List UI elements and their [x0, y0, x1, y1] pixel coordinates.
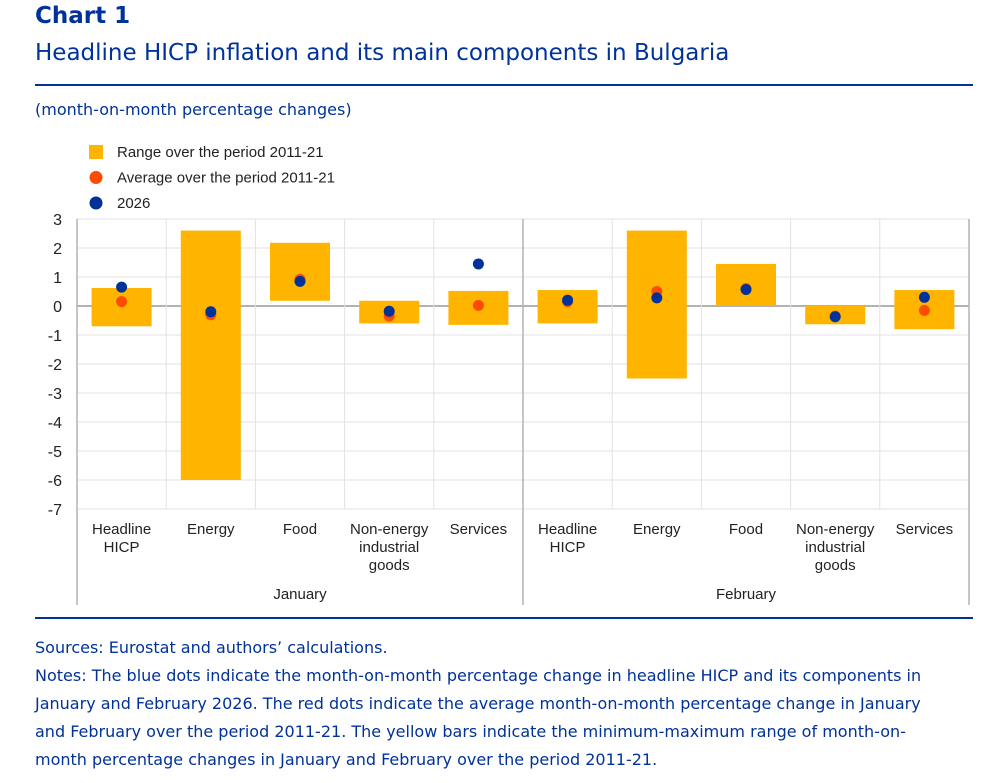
y-tick-label: 3: [53, 212, 62, 229]
legend-current-swatch: [89, 196, 103, 210]
y-axis-ticks: 3 2 1 0 -1 -2 -3 -4 -5 -6 -7: [48, 212, 62, 519]
range-bar: [91, 288, 152, 327]
x-category-label: HICP: [104, 539, 140, 556]
title-divider: [35, 84, 973, 86]
chart-number: Chart 1: [35, 3, 131, 29]
legend-range-label: Range over the period 2011-21: [117, 144, 324, 161]
x-category-label: Energy: [633, 521, 681, 538]
dots: [116, 258, 930, 323]
y-tick-label: -6: [48, 473, 62, 490]
average-dot: [472, 299, 484, 311]
current-2026-dot: [383, 305, 395, 317]
y-tick-label: 0: [53, 299, 62, 316]
current-2026-dot: [829, 311, 841, 323]
x-category-label: Food: [729, 521, 763, 538]
current-2026-dot: [562, 294, 574, 306]
chart-subtitle: (month-on-month percentage changes): [35, 100, 352, 119]
x-category-label: Non-energy: [350, 521, 429, 538]
current-2026-dot: [205, 306, 217, 318]
range-bar: [270, 242, 330, 301]
range-bars: [91, 230, 955, 480]
average-dot: [116, 296, 128, 308]
x-category-label: Services: [896, 521, 954, 538]
y-tick-label: -7: [48, 502, 62, 519]
y-tick-label: -3: [48, 386, 62, 403]
y-tick-label: -1: [48, 328, 62, 345]
x-category-label: Services: [450, 521, 508, 538]
footer-divider: [35, 617, 973, 619]
chart-footer: Sources: Eurostat and authors’ calculati…: [35, 634, 955, 774]
x-category-label: Headline: [538, 521, 597, 538]
x-category-label: industrial: [805, 539, 865, 556]
x-group-label: January: [273, 586, 327, 603]
average-dot: [918, 304, 930, 316]
current-2026-dot: [294, 275, 306, 287]
current-2026-dot: [472, 258, 484, 270]
range-bar: [180, 230, 241, 480]
y-tick-label: -5: [48, 444, 62, 461]
x-category-label: goods: [369, 557, 410, 574]
legend-average-swatch: [89, 171, 103, 184]
current-2026-dot: [740, 283, 752, 295]
x-category-label: HICP: [550, 539, 586, 556]
legend-average-label: Average over the period 2011-21: [117, 170, 335, 187]
notes-text: Notes: The blue dots indicate the month-…: [35, 666, 922, 769]
x-category-label: Energy: [187, 521, 235, 538]
legend: Range over the period 2011-21 Average ove…: [89, 144, 335, 212]
y-tick-label: 2: [53, 241, 62, 258]
x-category-label: industrial: [359, 539, 419, 556]
chart-canvas: Range over the period 2011-21 Average ove…: [48, 144, 970, 605]
legend-current-label: 2026: [117, 195, 150, 212]
sources-text: Sources: Eurostat and authors’ calculati…: [35, 638, 388, 657]
current-2026-dot: [651, 292, 663, 304]
legend-range-swatch: [89, 145, 103, 159]
x-category-label: Headline: [92, 521, 151, 538]
chart-title: Headline HICP inflation and its main com…: [35, 40, 730, 66]
x-group-label: February: [716, 586, 777, 603]
current-2026-dot: [116, 281, 128, 293]
current-2026-dot: [918, 291, 930, 303]
range-bar: [626, 230, 687, 379]
x-category-label: Food: [283, 521, 317, 538]
y-tick-label: 1: [53, 270, 62, 287]
x-category-label: Non-energy: [796, 521, 875, 538]
x-category-label: goods: [815, 557, 856, 574]
y-tick-label: -2: [48, 357, 62, 374]
y-tick-label: -4: [48, 415, 62, 432]
